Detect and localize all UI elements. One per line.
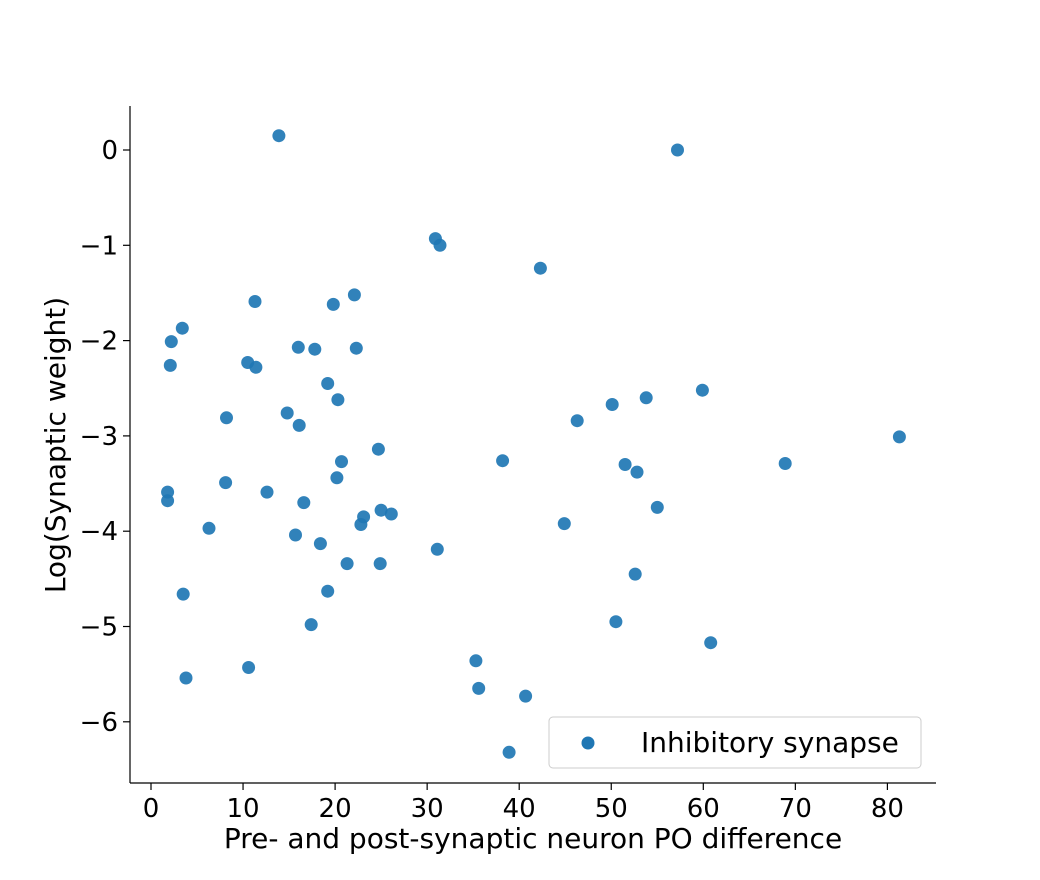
data-point [260,485,274,499]
data-point [695,383,709,397]
data-point [384,507,398,521]
data-point [161,494,175,508]
data-point [650,500,664,514]
legend-label: Inhibitory synapse [641,726,899,759]
y-tick-label: −3 [80,422,118,452]
data-point [605,398,619,411]
data-point [433,238,447,252]
data-point [557,517,571,531]
y-tick-label: −1 [80,231,118,261]
data-point [163,358,177,372]
y-axis-label: Log(Synaptic weight) [39,297,72,593]
data-point [219,476,233,490]
data-point [176,587,190,601]
data-point [289,528,302,542]
data-point [469,654,483,668]
data-point [220,411,233,425]
x-tick-label: 60 [687,794,720,824]
data-point [308,342,322,356]
data-point [671,143,684,157]
data-point [326,297,340,311]
y-tick-label: 0 [101,136,118,166]
x-tick-label: 30 [411,794,444,824]
x-axis-label: Pre- and post-synaptic neuron PO differe… [224,822,842,855]
data-point [242,661,256,674]
data-point [179,671,193,685]
data-point [373,557,387,571]
data-point [502,745,516,759]
data-point [164,335,178,349]
data-point [496,454,510,468]
x-tick-label: 70 [779,794,812,824]
data-point [892,430,906,444]
data-point [202,521,216,535]
x-ticks: 0 10 20 30 40 50 60 70 80 [143,783,904,824]
data-point [630,465,644,479]
axes [129,106,936,784]
data-point [778,457,792,470]
data-point [335,455,348,469]
data-point [371,442,385,456]
data-point [533,261,547,275]
data-point [639,391,653,405]
data-point [618,458,632,471]
legend: Inhibitory synapse [548,716,922,769]
data-point [321,584,335,598]
data-point [175,321,189,335]
y-ticks: 0 −1 −2 −3 −4 −5 −6 [80,136,130,738]
data-point [331,393,345,407]
x-tick-label: 10 [227,794,260,824]
data-point [292,418,306,432]
x-tick-label: 80 [871,794,904,824]
data-point [330,471,344,485]
data-point [304,618,318,632]
y-tick-label: −5 [80,613,118,643]
data-point [321,377,335,390]
data-point [472,681,486,695]
data-points [161,129,906,759]
data-point [519,689,533,703]
y-tick-label: −6 [80,708,118,738]
data-point [291,340,305,354]
y-tick-label: −4 [80,517,118,547]
data-point [280,406,294,420]
data-point [570,414,584,428]
data-point [374,503,388,517]
x-tick-label: 20 [319,794,352,824]
data-point [628,567,642,581]
data-point [248,295,262,308]
x-tick-label: 0 [143,794,160,824]
legend-marker [581,736,595,750]
data-point [313,537,327,551]
data-point [249,360,263,374]
y-tick-label: −2 [80,327,118,357]
legend-box [548,716,922,769]
data-point [354,518,368,531]
data-point [430,542,444,556]
data-point [272,129,286,143]
data-point [340,557,354,571]
data-point [297,496,311,510]
data-point [704,636,718,650]
data-point [347,288,361,302]
data-point [349,341,363,355]
x-tick-label: 40 [503,794,536,824]
data-point [609,615,623,629]
x-tick-label: 50 [595,794,628,824]
